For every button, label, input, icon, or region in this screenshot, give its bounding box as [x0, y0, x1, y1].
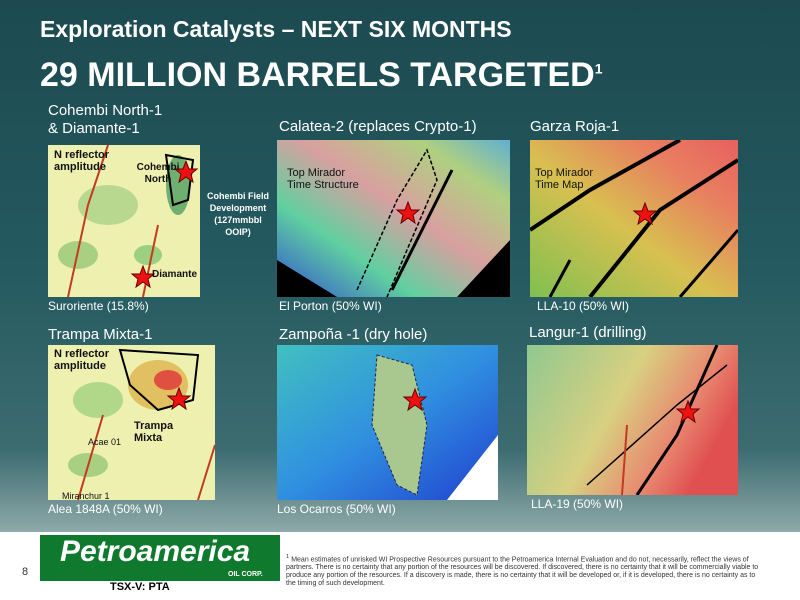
headline-text: 29 MILLION BARRELS TARGETED — [40, 56, 595, 94]
panel-footer: El Porton (50% WI) — [279, 299, 382, 313]
map-label: Miranchur 1 — [62, 491, 110, 501]
headline-note: 1 — [594, 60, 603, 77]
map-image — [48, 145, 200, 297]
slide-title: Exploration Catalysts – NEXT SIX MONTHS — [40, 16, 512, 42]
map-label: N reflector amplitude — [54, 149, 110, 173]
logo-box — [40, 535, 280, 581]
map-label: Top Mirador Time Structure — [287, 167, 359, 191]
footnote-text: Mean estimates of unrisked WI Prospectiv… — [286, 556, 759, 588]
ticker: TSX-V: PTA — [110, 581, 170, 593]
map-image — [48, 345, 215, 500]
map-image — [277, 140, 510, 297]
map-label: Trampa Mixta — [134, 420, 174, 444]
title-line: Cohembi North-1 — [48, 102, 163, 119]
side-note: Cohembi Field Development (127mmbbl OOIP… — [206, 191, 269, 237]
map-label: Diamante — [152, 269, 198, 280]
panel-title: Zampoña -1 (dry hole) — [279, 326, 428, 343]
panel-title: Langur-1 (drilling) — [529, 324, 647, 341]
panel-footer: LLA-19 (50% WI) — [531, 497, 624, 511]
title-line: & Diamante-1 — [48, 120, 140, 137]
panel-footer: Suroriente (15.8%) — [48, 299, 149, 313]
page-number: 8 — [22, 566, 29, 578]
map-image — [277, 345, 498, 500]
panel-footer: Los Ocarros (50% WI) — [277, 502, 396, 516]
footnote-marker: 1 — [286, 554, 290, 560]
footnote: 1 Mean estimates of unrisked WI Prospect… — [286, 553, 760, 588]
panel-title: Cohembi North-1 & Diamante-1 — [48, 102, 162, 138]
headline: 29 MILLION BARRELS TARGETED1 — [40, 56, 603, 95]
map-label: Cohembi North — [136, 162, 180, 185]
map-image — [530, 140, 738, 297]
panel-title: Trampa Mixta-1 — [48, 326, 153, 343]
logo-sub: OIL CORP. — [228, 571, 263, 578]
map-label: Acae 01 — [88, 437, 122, 447]
map-label: N reflector amplitude — [54, 348, 110, 372]
panel-title: Calatea-2 (replaces Crypto-1) — [279, 118, 477, 135]
panel-footer: LLA-10 (50% WI) — [537, 299, 630, 313]
map-label: Top Mirador Time Map — [535, 167, 594, 191]
map-image — [527, 345, 738, 495]
logo: Petroamerica — [60, 535, 251, 568]
panel-footer: Alea 1848A (50% WI) — [48, 502, 163, 516]
panel-title: Garza Roja-1 — [530, 118, 620, 135]
